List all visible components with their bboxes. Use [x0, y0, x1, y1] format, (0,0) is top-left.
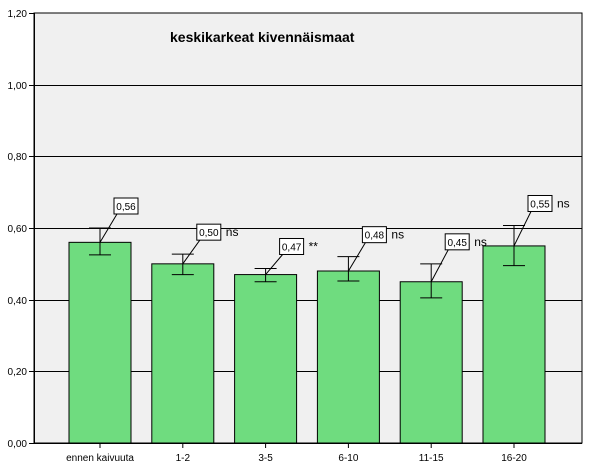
value-label-leader	[265, 254, 283, 275]
x-tick-label: 11-15	[419, 453, 444, 464]
bar	[482, 245, 546, 444]
significance-label: ns	[226, 225, 239, 239]
significance-label: ns	[557, 196, 570, 210]
value-label: 0,55	[530, 199, 550, 210]
significance-label: ns	[391, 228, 404, 242]
bar	[68, 241, 132, 444]
value-label-box	[527, 194, 553, 212]
y-tick-label: 0,60	[8, 224, 28, 235]
value-labels: 0,56 0,50 ns 0,47 ** 0,48 ns 0,45 ns 0,55 ns	[99, 194, 570, 282]
value-label-box	[113, 197, 139, 215]
bar	[151, 263, 215, 444]
value-label: 0,47	[282, 242, 302, 253]
value-label: 0,45	[447, 238, 467, 249]
value-label-leader	[347, 242, 366, 272]
y-tick-label: 1,20	[8, 9, 28, 20]
value-label-leader	[430, 249, 449, 282]
bar	[316, 270, 380, 444]
value-label-box	[444, 233, 470, 251]
x-tick-label: 16-20	[501, 453, 527, 464]
chart-title: keskikarkeat kivennäismaat	[170, 29, 355, 45]
value-label: 0,48	[365, 231, 385, 242]
x-tick-label: 6-10	[338, 453, 358, 464]
significance-label: ns	[474, 235, 487, 249]
bar	[399, 281, 463, 444]
value-label-leader	[99, 213, 118, 243]
y-tick-label: 0,40	[8, 296, 28, 307]
value-label: 0,50	[199, 228, 219, 239]
value-label-box	[361, 226, 387, 244]
axes: 0,00 0,20 0,40 0,60 0,80 1,00 1,20 ennen kaivuu…	[8, 9, 582, 464]
y-tick-label: 1,00	[8, 81, 28, 92]
value-label-box	[279, 237, 305, 255]
x-tick-label: 1-2	[176, 453, 191, 464]
bar	[234, 274, 298, 444]
y-tick-label: 0,20	[8, 367, 28, 378]
bars	[68, 241, 546, 444]
value-label-box	[196, 223, 222, 241]
significance-label: **	[309, 239, 319, 253]
value-label-leader	[513, 211, 532, 247]
x-tick-label: ennen kaivuuta	[66, 453, 134, 464]
y-tick-label: 0,00	[8, 439, 28, 450]
y-tick-label: 0,80	[8, 152, 28, 163]
error-bars	[89, 224, 525, 299]
value-label-leader	[182, 239, 201, 265]
x-tick-label: 3-5	[258, 453, 273, 464]
value-label: 0,56	[116, 202, 136, 213]
